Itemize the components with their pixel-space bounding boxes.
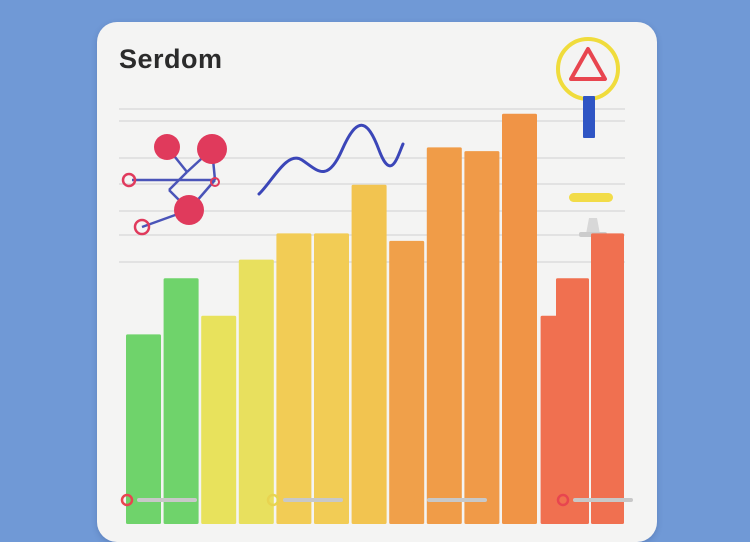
bar [556,278,589,524]
capsule-icon [569,193,613,237]
chart-title: Serdom [119,44,223,74]
bar [351,184,387,525]
bar [276,233,312,525]
molecule-node [154,134,180,160]
alert-pin-icon [556,37,620,138]
bar [126,334,161,524]
bar [314,233,349,525]
molecule-node [197,134,227,164]
legend-label [573,498,633,502]
molecule-icon [121,134,227,236]
wave-line [257,123,405,196]
molecule-node [210,177,220,187]
bar [464,151,500,524]
legend-label [137,498,197,502]
molecule-node [133,218,151,236]
legend-label [427,498,487,502]
bar [502,113,537,525]
legend-label [283,498,343,502]
bar [163,278,199,524]
bar [238,259,274,524]
bar [389,240,425,524]
chart-card: Serdom [97,22,657,542]
bar [201,315,237,524]
molecule-node [121,172,137,188]
molecule-node [174,195,204,225]
chart-canvas [119,37,633,525]
bar [426,147,462,524]
bar [591,233,624,525]
bar-series [126,113,624,525]
